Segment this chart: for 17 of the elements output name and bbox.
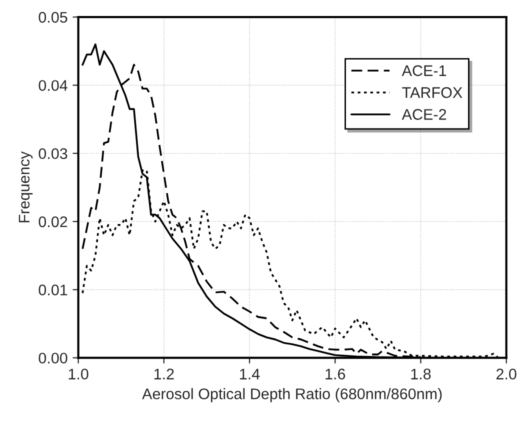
legend-label: ACE-1 [402,65,446,76]
x-tick-label: 1.4 [240,368,260,380]
x-axis-title: Aerosol Optical Depth Ratio (680nm/860nm) [142,388,442,402]
legend-label: TARFOX [402,87,462,98]
y-tick-label: 0.00 [38,352,68,364]
y-axis-title: Frequency [18,151,33,222]
x-tick-label: 2.0 [496,368,516,380]
y-tick-label: 0.01 [38,284,68,296]
x-tick-label: 1.2 [154,368,174,380]
y-tick-label: 0.05 [38,12,68,23]
x-tick-label: 1.8 [411,368,431,380]
y-tick-label: 0.03 [38,148,68,160]
x-tick-label: 1.6 [326,368,346,380]
x-tick-label: 1.0 [68,368,88,380]
y-tick-label: 0.02 [38,216,68,228]
y-tick-label: 0.04 [38,80,68,91]
legend-label: ACE-2 [402,109,446,120]
